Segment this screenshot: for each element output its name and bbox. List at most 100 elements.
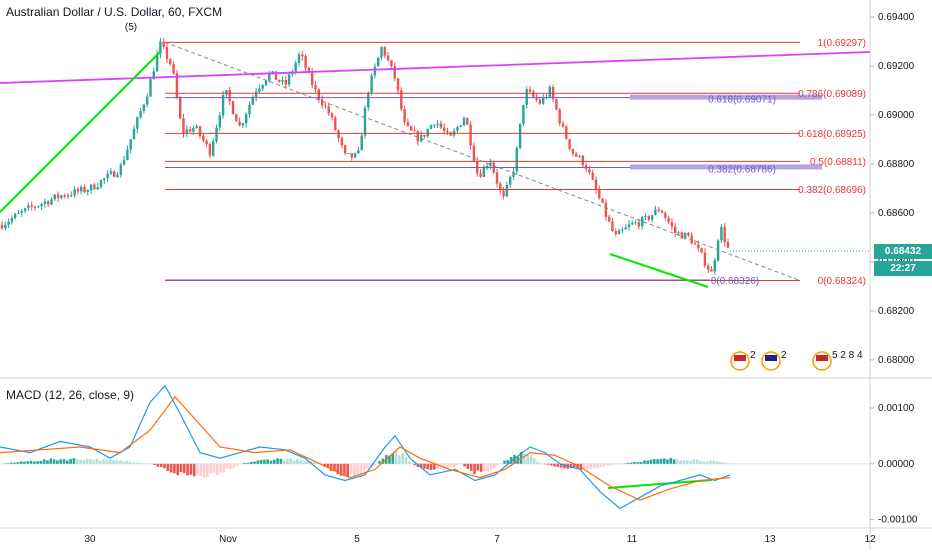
- macd-histogram-bar: [167, 464, 170, 471]
- candle-body: [113, 171, 115, 177]
- macd-histogram-bar: [463, 464, 466, 467]
- candle-body: [423, 135, 425, 136]
- candle-body: [64, 195, 66, 196]
- macd-histogram-bar: [89, 459, 92, 463]
- macd-line-macd: [0, 386, 730, 509]
- x-axis-label: 12: [864, 534, 876, 545]
- macd-histogram-bar: [530, 455, 533, 464]
- macd-histogram-bar: [79, 460, 82, 464]
- candle-body: [519, 124, 521, 148]
- macd-histogram-bar: [596, 464, 599, 468]
- candle-body: [301, 55, 303, 57]
- candle-body: [351, 153, 353, 157]
- candle-body: [463, 118, 465, 125]
- candle-body: [172, 64, 174, 74]
- macd-histogram-bar: [106, 459, 109, 463]
- candle-body: [57, 194, 59, 197]
- macd-histogram-bar: [653, 459, 656, 464]
- macd-histogram-bar: [266, 459, 269, 463]
- macd-histogram-bar: [23, 462, 26, 464]
- candle-body: [443, 128, 445, 131]
- candle-body: [631, 223, 633, 224]
- macd-histogram-bar: [30, 461, 33, 464]
- macd-histogram-bar: [139, 463, 142, 464]
- price-tick-label: 0.68000: [878, 355, 915, 366]
- candle-body: [110, 171, 112, 173]
- macd-histogram-bar: [163, 464, 166, 468]
- candle-body: [436, 124, 438, 125]
- macd-histogram-bar: [132, 463, 135, 464]
- macd-histogram-bar: [247, 463, 250, 464]
- candle-body: [50, 199, 52, 204]
- candle-body: [281, 80, 283, 82]
- event-marker-flag-icon: [734, 355, 746, 361]
- macd-histogram-bar: [663, 458, 666, 463]
- candle-body: [60, 195, 62, 198]
- macd-histogram-bar: [643, 460, 646, 463]
- candle-body: [331, 113, 333, 117]
- candle-body: [667, 218, 669, 222]
- price-tick-label: 0.69400: [878, 12, 915, 23]
- price-tick-label: 0.68200: [878, 306, 915, 317]
- macd-histogram-bar: [102, 459, 105, 464]
- candle-body: [720, 227, 722, 240]
- candle-body: [242, 123, 244, 125]
- candle-body: [555, 99, 557, 109]
- macd-histogram-bar: [450, 464, 453, 467]
- candle-body: [608, 217, 610, 222]
- candle-body: [687, 233, 689, 236]
- macd-histogram-bar: [119, 460, 122, 463]
- macd-histogram-bar: [603, 464, 606, 467]
- macd-histogram-bar: [183, 464, 186, 473]
- candle-body: [347, 153, 349, 154]
- candle-body: [387, 56, 389, 61]
- candle-body: [337, 130, 339, 138]
- candle-body: [466, 118, 468, 125]
- macd-histogram-bar: [270, 461, 273, 464]
- candle-body: [710, 269, 712, 271]
- candle-body: [182, 118, 184, 133]
- candle-body: [516, 148, 518, 171]
- macd-histogram-bar: [350, 464, 353, 474]
- macd-histogram-bar: [160, 464, 163, 467]
- candle-body: [430, 125, 432, 129]
- macd-histogram-bar: [599, 464, 602, 467]
- candle-body: [364, 108, 366, 136]
- macd-histogram-bar: [557, 464, 560, 467]
- candle-body: [549, 87, 551, 97]
- macd-histogram-bar: [526, 454, 529, 463]
- candle-body: [697, 245, 699, 249]
- candle-body: [93, 185, 95, 190]
- macd-histogram-bar: [76, 459, 79, 464]
- macd-histogram-bar: [686, 460, 689, 463]
- candle-body: [506, 185, 508, 196]
- event-marker-flag-icon: [765, 355, 777, 361]
- macd-histogram-bar: [470, 464, 473, 471]
- candle-body: [149, 79, 151, 97]
- candle-body: [139, 111, 141, 117]
- macd-histogram-bar: [142, 463, 145, 464]
- candle-body: [136, 117, 138, 129]
- macd-histogram-bar: [92, 460, 95, 463]
- macd-histogram-bar: [433, 464, 436, 470]
- macd-histogram-bar: [660, 459, 663, 464]
- candle-body: [651, 215, 653, 220]
- macd-histogram-bar: [129, 462, 132, 464]
- macd-histogram-bar: [666, 459, 669, 463]
- fib-level-label: 0.382(0.68696): [798, 185, 866, 196]
- candle-body: [17, 213, 19, 214]
- candle-body: [456, 127, 458, 131]
- candle-body: [575, 154, 577, 157]
- symbol-title: Australian Dollar / U.S. Dollar, 60, FXC…: [6, 5, 222, 19]
- macd-histogram-bar: [493, 464, 496, 468]
- candle-body: [407, 122, 409, 126]
- macd-histogram-bar: [206, 464, 209, 477]
- candle-body: [615, 231, 617, 234]
- macd-histogram-bar: [543, 464, 546, 465]
- candle-body: [163, 42, 165, 47]
- candle-body: [304, 56, 306, 68]
- candle-body: [31, 205, 33, 206]
- macd-histogram-bar: [303, 461, 306, 464]
- macd-histogram-bar: [69, 459, 72, 464]
